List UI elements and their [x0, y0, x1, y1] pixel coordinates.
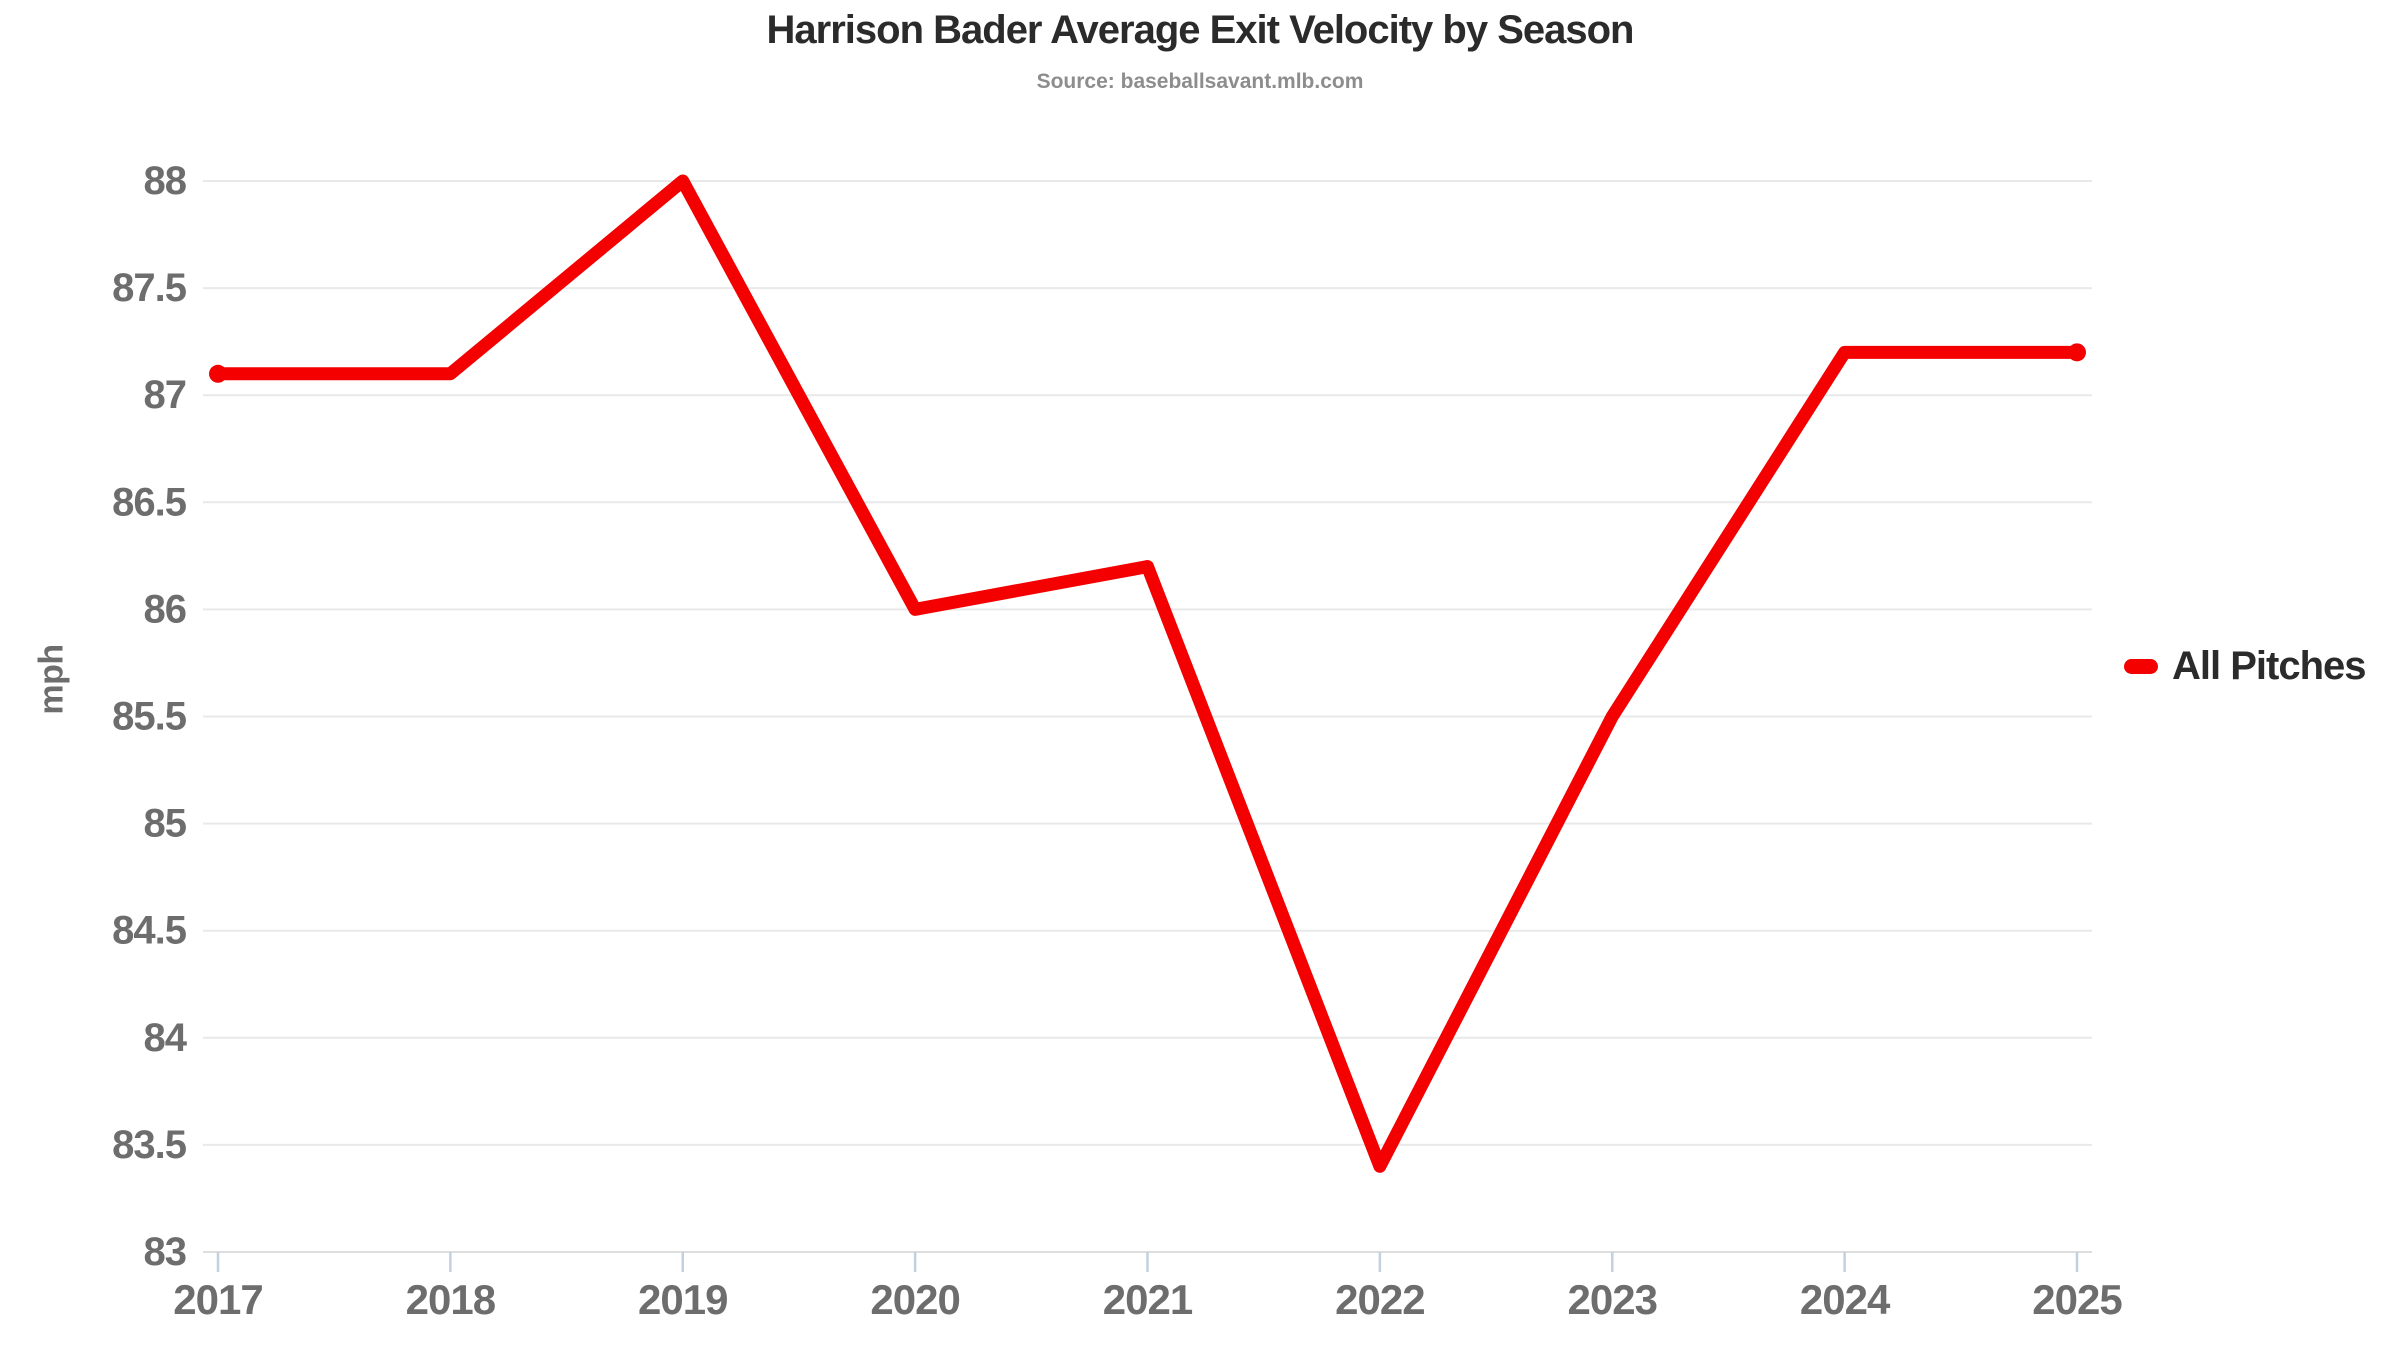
series-line-all-pitches [211, 174, 2084, 1173]
legend: All Pitches [2124, 644, 2367, 689]
x-tick-label: 2017 [173, 1276, 262, 1323]
y-tick-label: 88 [144, 159, 187, 203]
x-tick-label: 2020 [870, 1276, 959, 1323]
legend-swatch-all-pitches [2124, 659, 2158, 674]
x-tick-label: 2018 [406, 1276, 496, 1323]
series-endpoint-dot [2068, 343, 2086, 362]
x-tick-label: 2023 [1568, 1276, 1657, 1323]
x-tick-label: 2025 [2032, 1276, 2122, 1323]
x-tick-label: 2022 [1335, 1276, 1424, 1323]
x-tick-label: 2024 [1800, 1276, 1891, 1323]
y-tick-label: 87 [144, 373, 187, 417]
y-tick-label: 84.5 [112, 909, 187, 953]
series-endpoint-dot [209, 364, 227, 383]
x-tick-label: 2019 [638, 1276, 727, 1323]
chart-title: Harrison Bader Average Exit Velocity by … [766, 8, 1635, 52]
y-tick-label: 86.5 [112, 480, 187, 524]
y-tick-label: 85.5 [112, 695, 187, 739]
legend-label-all-pitches: All Pitches [2172, 644, 2367, 688]
y-tick-label: 84 [144, 1016, 188, 1060]
x-tick-label: 2021 [1103, 1276, 1193, 1323]
y-tick-label: 87.5 [112, 266, 187, 310]
y-tick-label: 85 [144, 802, 187, 846]
y-tick-label: 83.5 [112, 1123, 187, 1167]
chart-subtitle: Source: baseballsavant.mlb.com [1036, 70, 1364, 93]
y-tick-label: 83 [144, 1230, 187, 1274]
y-tick-label: 86 [144, 587, 187, 631]
